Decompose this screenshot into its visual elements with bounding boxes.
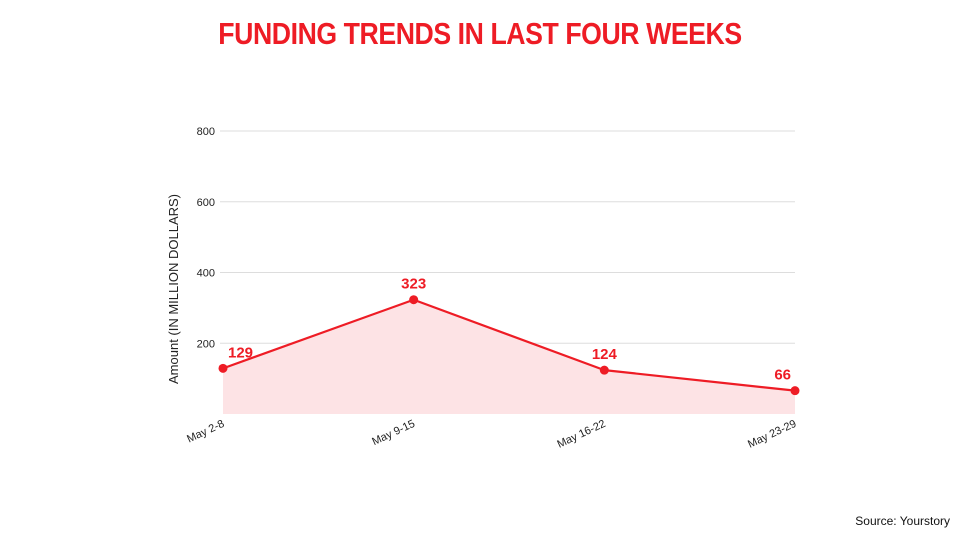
- data-point-may-23-29: [790, 386, 800, 396]
- data-label-may-9-15: 323: [401, 276, 426, 293]
- source-note: Source: Yourstory: [855, 514, 950, 528]
- data-labels: 129 323 124 66: [228, 276, 791, 384]
- x-tick-label-may-23-29: May 23-29: [746, 418, 798, 451]
- data-label-may-16-22: 124: [592, 346, 618, 363]
- x-tick-label-may-9-15: May 9-15: [370, 418, 417, 448]
- y-axis-title: Amount (IN MILLION DOLLARS): [166, 194, 181, 384]
- x-axis-ticks: May 2-8 May 9-15 May 16-22 May 23-29: [185, 418, 798, 451]
- data-point-may-16-22: [599, 365, 609, 375]
- x-tick-label-may-16-22: May 16-22: [555, 418, 607, 451]
- area-fill-layer: [223, 299, 795, 414]
- series-area: [223, 299, 795, 414]
- gridlines: [220, 130, 795, 344]
- y-tick-label-400: 400: [197, 268, 215, 280]
- series-line: [222, 298, 796, 392]
- data-point-may-9-15: [409, 295, 419, 305]
- data-points: [218, 295, 800, 396]
- y-tick-label-600: 600: [197, 197, 215, 209]
- y-tick-label-200: 200: [197, 338, 215, 350]
- y-axis-ticks: 200 400 600 800: [197, 126, 215, 350]
- data-point-may-2-8: [218, 363, 228, 373]
- series-line-layer: [222, 298, 796, 392]
- data-label-may-23-29: 66: [774, 367, 791, 384]
- x-tick-label-may-2-8: May 2-8: [185, 418, 226, 446]
- data-label-may-2-8: 129: [228, 344, 253, 361]
- chart-title: FUNDING TRENDS IN LAST FOUR WEEKS: [218, 16, 742, 51]
- y-tick-label-800: 800: [197, 126, 215, 138]
